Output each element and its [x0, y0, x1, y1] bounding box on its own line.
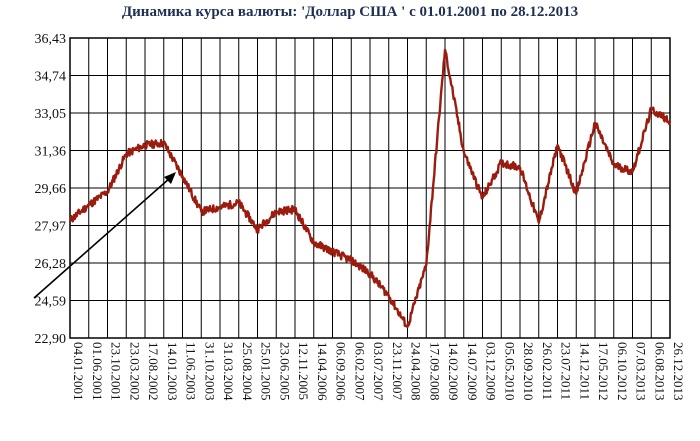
x-tick-label: 07.03.2013	[634, 342, 649, 401]
y-tick-label: 34,74	[35, 70, 67, 85]
grid	[69, 37, 671, 339]
x-tick-label: 06.02.2007	[352, 342, 367, 401]
x-tick-label: 14.12.2011	[577, 342, 592, 400]
x-tick-label: 26.12.2013	[671, 342, 686, 401]
x-tick-label: 28.09.2010	[521, 342, 536, 401]
arrow-head	[164, 172, 176, 184]
series-layer	[68, 48, 672, 329]
plot-frame	[69, 37, 671, 339]
x-tick-label: 06.09.2006	[334, 342, 349, 401]
y-tick-label: 33,05	[35, 107, 67, 122]
x-tick-label: 06.10.2012	[615, 342, 630, 401]
x-tick-label: 11.06.2003	[184, 342, 199, 400]
x-tick-label: 04.01.2001	[71, 342, 86, 401]
y-tick-label: 31,36	[35, 145, 67, 160]
x-tick-label: 06.08.2013	[652, 342, 667, 401]
x-tick-label: 26.02.2011	[540, 342, 555, 400]
y-tick-label: 27,97	[35, 220, 67, 235]
x-tick-label: 23.11.2007	[390, 342, 405, 401]
x-axis-tick-labels: 04.01.2001 01.06.2001 23.10.2001 23.03.2002…	[71, 342, 686, 401]
x-tick-label: 17.08.2002	[146, 342, 161, 401]
x-tick-label: 23.07.2011	[559, 342, 574, 400]
x-tick-label: 01.06.2001	[90, 342, 105, 401]
x-tick-label: 14.01.2003	[165, 342, 180, 401]
chart-title: Динамика курса валюты: 'Доллар США ' с 0…	[121, 4, 579, 20]
y-tick-label: 24,59	[35, 295, 67, 310]
x-tick-label: 23.10.2001	[109, 342, 124, 401]
y-tick-label: 26,28	[35, 257, 67, 272]
x-tick-label: 14.07.2009	[465, 342, 480, 401]
y-tick-label: 36,43	[35, 32, 67, 47]
x-tick-label: 17.09.2008	[427, 342, 442, 401]
arrow-shaft	[33, 177, 171, 299]
x-tick-label: 23.06.2005	[277, 342, 292, 401]
x-tick-label: 12.11.2005	[296, 342, 311, 400]
x-tick-label: 23.03.2002	[127, 342, 142, 401]
x-tick-label: 24.04.2008	[409, 342, 424, 401]
x-tick-label: 05.05.2010	[502, 342, 517, 401]
x-tick-label: 31.10.2003	[202, 342, 217, 401]
y-tick-label: 22,90	[35, 332, 67, 347]
x-tick-label: 25.08.2004	[240, 342, 255, 401]
x-tick-label: 31.03.2004	[221, 342, 236, 401]
x-tick-label: 14.04.2006	[315, 342, 330, 401]
y-axis-tick-labels: 22,90 24,59 26,28 27,97 29,66 31,36 33,05 34,74…	[35, 32, 67, 347]
x-tick-label: 03.07.2007	[371, 342, 386, 401]
y-tick-label: 29,66	[35, 182, 67, 197]
series-line	[68, 48, 672, 329]
x-tick-label: 25.01.2005	[259, 342, 274, 401]
x-tick-label: 14.02.2009	[446, 342, 461, 401]
x-tick-label: 03.12.2009	[484, 342, 499, 401]
annotation-arrow	[33, 172, 176, 299]
x-tick-label: 17.05.2012	[596, 342, 611, 401]
